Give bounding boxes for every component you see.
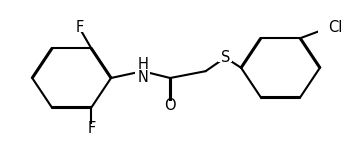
Text: H
N: H N (137, 57, 148, 85)
Text: F: F (87, 121, 95, 136)
FancyBboxPatch shape (163, 100, 177, 110)
FancyBboxPatch shape (85, 124, 98, 132)
Text: F: F (75, 20, 84, 35)
FancyBboxPatch shape (135, 63, 150, 79)
FancyBboxPatch shape (318, 23, 338, 33)
FancyBboxPatch shape (73, 24, 86, 32)
FancyBboxPatch shape (219, 53, 232, 62)
Text: S: S (221, 50, 230, 65)
Text: Cl: Cl (328, 20, 342, 35)
Text: O: O (164, 98, 176, 113)
